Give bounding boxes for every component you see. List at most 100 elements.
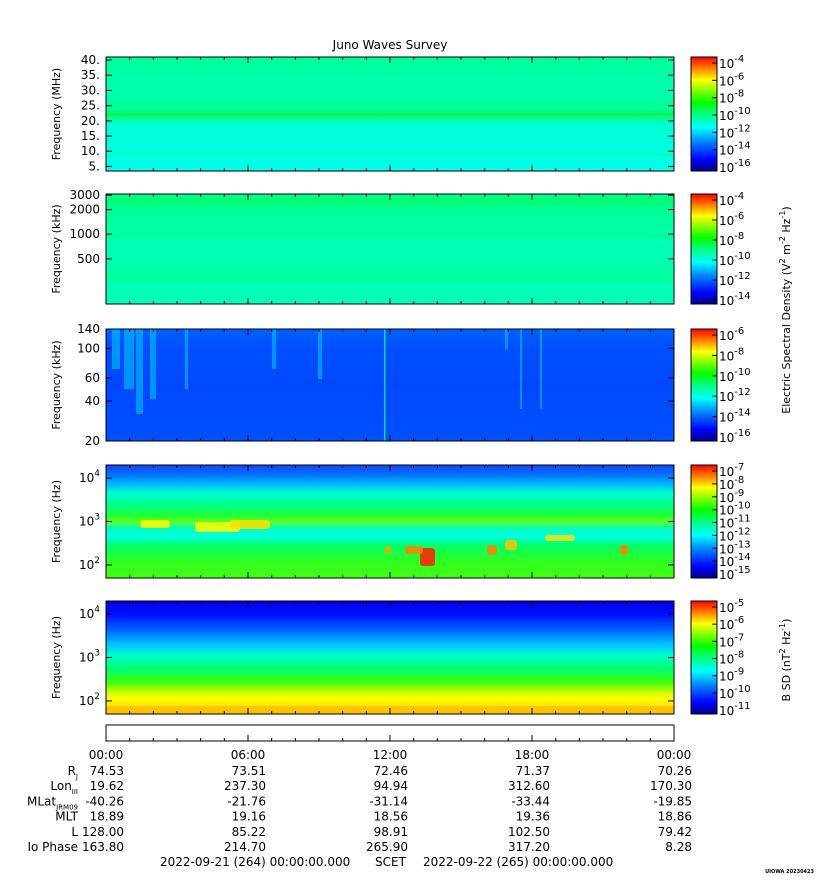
emission-line [384, 329, 386, 441]
ephemeris-row-label: MLT [55, 810, 78, 824]
spectrogram-panels: 5.10.15.20.25. 30.35.40. Frequency (MHz) 10… [50, 53, 751, 718]
emission-burst [150, 329, 156, 399]
time-tick-label: 18:00 [515, 748, 550, 762]
emission-spot [620, 545, 628, 555]
emission-burst [540, 329, 542, 409]
colorbar-tick-label: 10-8 [719, 89, 744, 106]
y-tick-label: 10. [81, 144, 100, 158]
ephemeris-value: 18.89 [90, 810, 124, 824]
y-tick-label: 103 [79, 513, 100, 529]
y-axis-label: Frequency (Hz) [50, 480, 63, 563]
ephemeris-value: 73.51 [232, 764, 266, 778]
electric-density-label: Electric Spectral Density (V2 m-2 Hz-1) [778, 206, 793, 413]
ephemeris-row-label: Io Phase [27, 840, 78, 854]
y-tick-label: 140 [77, 322, 100, 336]
colorbar-tick-label: 10-10 [719, 501, 751, 518]
ephemeris-value: 98.91 [374, 825, 408, 839]
colorbar-tick-label: 10-10 [719, 106, 751, 123]
spectrogram-image [106, 465, 674, 578]
emission-spot [140, 520, 170, 528]
colorbar-tick-label: 10-14 [719, 141, 751, 158]
emission-spot [405, 546, 423, 554]
colorbar-tick-label: 10-15 [719, 565, 751, 582]
y-tick-label: 20 [85, 434, 100, 448]
colorbar-tick-label: 10-16 [719, 158, 751, 175]
colorbar-tick-label: 10-13 [719, 539, 751, 556]
colorbar-tick-label: 10-6 [719, 71, 744, 88]
ephemeris-value: 19.36 [516, 810, 550, 824]
ephemeris-row-label: RJ [68, 764, 78, 781]
y-tick-label: 102 [79, 556, 100, 572]
colorbar-scale [690, 328, 718, 442]
ephemeris-value: 214.70 [224, 840, 266, 854]
emission-burst [185, 329, 188, 389]
ephemeris-value: 79.42 [658, 825, 692, 839]
y-tick-label: 3000 [69, 188, 100, 202]
ephemeris-value: 128.00 [82, 825, 124, 839]
colorbar: 10-6 10-8 10-10 10-12 10-14 10-16 [690, 326, 751, 445]
footer-scet: SCET [375, 855, 407, 869]
time-tick-labels: 00:00 06:00 12:00 18:00 00:00 [89, 748, 692, 762]
ephemeris-value: 163.80 [82, 840, 124, 854]
spectrogram-image [106, 57, 674, 171]
magnetic-density-label: B SD (nT2 Hz-1) [778, 619, 793, 702]
ephemeris-value: 19.62 [90, 779, 124, 793]
colorbar-scale [690, 600, 718, 715]
y-tick-label: 40. [81, 53, 100, 67]
y-tick-label: 25. [81, 99, 100, 113]
emission-spot [195, 522, 240, 532]
ephemeris-value: 94.94 [374, 779, 408, 793]
y-tick-label: 1000 [69, 227, 100, 241]
colorbar-tick-label: 10-9 [719, 667, 744, 684]
colorbar-tick-label: 10-8 [719, 231, 744, 248]
ephemeris-row-label: LonIII [50, 779, 78, 796]
ephemeris-value: -31.14 [369, 794, 408, 808]
time-tick-label: 12:00 [373, 748, 408, 762]
ephemeris-value: 72.46 [374, 764, 408, 778]
emission-spot [420, 548, 435, 566]
ephemeris-row-label: L [71, 825, 78, 839]
emission-burst [272, 329, 276, 369]
time-tick-label: 00:00 [89, 748, 124, 762]
emission-burst [136, 329, 143, 414]
colorbar-tick-label: 10-12 [719, 387, 751, 404]
ephemeris-value: 237.30 [224, 779, 266, 793]
spectrogram-image [106, 601, 674, 714]
colorbar-tick-label: 10-12 [719, 123, 751, 140]
ephemeris-value: 265.90 [366, 840, 408, 854]
spectrogram-image [106, 329, 674, 441]
y-tick-label: 2000 [69, 203, 100, 217]
y-tick-label: 20. [81, 114, 100, 128]
time-tick-label: 06:00 [231, 748, 266, 762]
ephemeris-value: 18.86 [658, 810, 692, 824]
y-tick-label: 100 [77, 341, 100, 355]
colorbar-tick-label: 10-12 [719, 271, 751, 288]
colorbar-tick-label: 10-8 [719, 475, 744, 492]
spectrogram-panel-1: 5.10.15.20.25. 30.35.40. Frequency (MHz) 10… [50, 53, 751, 175]
time-axis-strip [105, 724, 675, 742]
figure-title: Juno Waves Survey [332, 38, 448, 52]
colorbar-tick-label: 10-12 [719, 526, 751, 543]
credit-label: UIOWA 20230423 [765, 869, 814, 875]
y-axis-label: Frequency (kHz) [50, 204, 63, 293]
colorbar-tick-label: 10-11 [719, 514, 751, 531]
colorbar-tick-label: 10-7 [719, 462, 744, 479]
colorbar-tick-label: 10-6 [719, 211, 744, 228]
ephemeris-value: 71.37 [516, 764, 550, 778]
colorbar-tick-label: 10-7 [719, 632, 744, 649]
emission-burst [505, 329, 508, 349]
ephemeris-value: 317.20 [508, 840, 550, 854]
footer-end-time: 2022-09-22 (265) 00:00:00.000 [423, 855, 613, 869]
ephemeris-value: 85.22 [232, 825, 266, 839]
emission-burst [124, 329, 134, 389]
ephemeris-row-label: MLatJRM09 [27, 794, 78, 811]
spectrogram-image [106, 194, 674, 304]
colorbar-scale [690, 193, 718, 305]
y-tick-label: 5. [89, 159, 100, 173]
y-axis-label: Frequency (MHz) [50, 68, 63, 160]
spectrogram-panel-4: 102 103 104 Frequency (Hz) 10-710-810-910-10… [50, 462, 751, 582]
colorbar-tick-label: 10-10 [719, 251, 751, 268]
